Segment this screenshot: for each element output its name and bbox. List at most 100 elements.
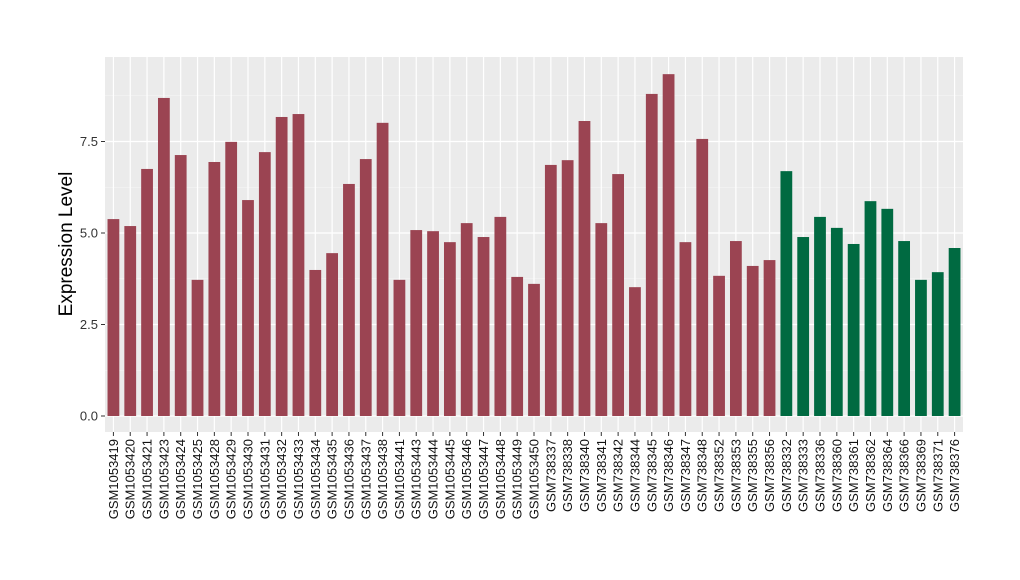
- x-tick-label: GSM1053450: [527, 439, 542, 519]
- x-tick-label: GSM738376: [947, 439, 962, 512]
- x-tick-label: GSM1053437: [358, 439, 373, 519]
- x-tick-label: GSM738348: [695, 439, 710, 512]
- x-tick-label: GSM738340: [577, 439, 592, 512]
- bar-GSM738376: [948, 248, 961, 416]
- x-tick-label: GSM738364: [880, 439, 895, 512]
- bar-GSM738353: [729, 241, 742, 416]
- x-tick-label: GSM738366: [897, 439, 912, 512]
- bar-GSM1053429: [225, 141, 238, 416]
- x-tick-label: GSM1053445: [442, 439, 457, 519]
- y-tick-label: 7.5: [80, 134, 98, 149]
- bar-GSM1053423: [157, 97, 170, 417]
- bar-GSM1053445: [443, 242, 456, 416]
- x-tick-label: GSM738371: [930, 439, 945, 512]
- x-tick-label: GSM738346: [661, 439, 676, 512]
- bar-GSM1053438: [376, 122, 389, 417]
- bar-GSM1053421: [141, 168, 153, 416]
- bar-GSM738346: [662, 74, 675, 416]
- bar-GSM1053419: [107, 219, 120, 416]
- x-tick-label: GSM1053425: [190, 439, 205, 519]
- bar-GSM738345: [645, 93, 658, 417]
- bar-GSM738356: [763, 260, 776, 416]
- x-tick-label: GSM1053428: [207, 439, 222, 519]
- y-axis: 0.0 2.5 5.0 7.5: [80, 134, 105, 424]
- x-tick-label: GSM1053419: [106, 439, 121, 519]
- x-tick-label: GSM1053431: [257, 439, 272, 519]
- x-tick-label: GSM738362: [863, 439, 878, 512]
- x-tick-label: GSM738338: [560, 439, 575, 512]
- bar-GSM738337: [544, 164, 557, 416]
- bar-GSM1053430: [242, 200, 254, 416]
- bar-GSM1053432: [275, 116, 288, 416]
- x-tick-label: GSM738337: [543, 439, 558, 512]
- bar-GSM738333: [797, 237, 810, 416]
- bar-GSM738352: [713, 275, 725, 416]
- bar-GSM738344: [629, 287, 641, 416]
- x-tick-label: GSM1053434: [308, 439, 323, 519]
- bar-GSM1053434: [309, 269, 322, 416]
- bar-GSM1053448: [494, 216, 507, 416]
- x-tick-label: GSM1053448: [493, 439, 508, 519]
- bar-GSM1053435: [326, 253, 339, 416]
- bar-GSM738338: [561, 160, 574, 416]
- y-tick-label: 5.0: [80, 226, 98, 241]
- x-tick-label: GSM738352: [712, 439, 727, 512]
- x-tick-label: GSM1053435: [325, 439, 340, 519]
- x-tick-label: GSM738353: [728, 439, 743, 512]
- x-tick-label: GSM1053424: [173, 439, 188, 519]
- bar-GSM1053446: [460, 223, 473, 416]
- bar-GSM738371: [931, 272, 944, 416]
- bar-GSM738369: [915, 279, 927, 416]
- x-tick-label: GSM738355: [745, 439, 760, 512]
- bar-GSM738360: [830, 227, 843, 416]
- x-axis: GSM1053419 GSM1053420 GSM1053421 GSM1053423…: [106, 432, 962, 519]
- x-tick-label: GSM738356: [762, 439, 777, 512]
- bar-GSM1053437: [359, 159, 372, 416]
- x-tick-label: GSM1053449: [510, 439, 525, 519]
- x-tick-label: GSM1053443: [409, 439, 424, 519]
- x-tick-label: GSM1053447: [476, 439, 491, 519]
- x-tick-label: GSM1053444: [426, 439, 441, 519]
- bar-GSM738348: [696, 138, 709, 417]
- x-tick-label: GSM1053423: [156, 439, 171, 519]
- bar-GSM738355: [746, 265, 759, 416]
- x-tick-label: GSM1053436: [341, 439, 356, 519]
- x-tick-label: GSM1053421: [140, 439, 155, 519]
- bar-GSM1053444: [427, 231, 439, 416]
- x-tick-label: GSM738369: [913, 439, 928, 512]
- bar-GSM738364: [881, 208, 894, 416]
- bar-GSM1053428: [208, 161, 221, 416]
- y-axis-label: Expression Level: [56, 172, 77, 317]
- bar-GSM738332: [780, 171, 793, 416]
- bar-GSM738341: [595, 223, 608, 416]
- x-tick-label: GSM738344: [627, 439, 642, 512]
- bar-GSM738336: [814, 216, 826, 416]
- bar-GSM1053450: [528, 283, 540, 416]
- x-tick-label: GSM738342: [611, 439, 626, 512]
- bars: [107, 74, 961, 417]
- x-tick-label: GSM1053433: [291, 439, 306, 519]
- bar-GSM1053441: [393, 279, 406, 416]
- bar-GSM738340: [578, 121, 591, 416]
- x-tick-label: GSM738360: [829, 439, 844, 512]
- x-tick-label: GSM1053430: [241, 439, 256, 519]
- bar-GSM738361: [847, 243, 860, 416]
- bar-GSM1053436: [343, 183, 355, 416]
- bar-GSM1053425: [191, 279, 204, 416]
- bar-GSM738342: [612, 174, 625, 416]
- bar-GSM1053443: [410, 230, 423, 416]
- x-tick-label: GSM1053438: [375, 439, 390, 519]
- bar-GSM1053431: [258, 152, 271, 416]
- y-tick-label: 2.5: [80, 317, 98, 332]
- x-tick-label: GSM738341: [594, 439, 609, 512]
- x-tick-label: GSM738361: [846, 439, 861, 512]
- bar-GSM1053447: [477, 237, 490, 416]
- bar-GSM738347: [679, 242, 692, 416]
- x-tick-label: GSM1053432: [274, 439, 289, 519]
- y-tick-label: 0.0: [80, 409, 98, 424]
- bar-GSM1053433: [292, 114, 305, 417]
- bar-GSM738366: [898, 241, 911, 416]
- x-tick-label: GSM738332: [779, 439, 794, 512]
- x-tick-label: GSM1053446: [459, 439, 474, 519]
- x-tick-label: GSM1053429: [224, 439, 239, 519]
